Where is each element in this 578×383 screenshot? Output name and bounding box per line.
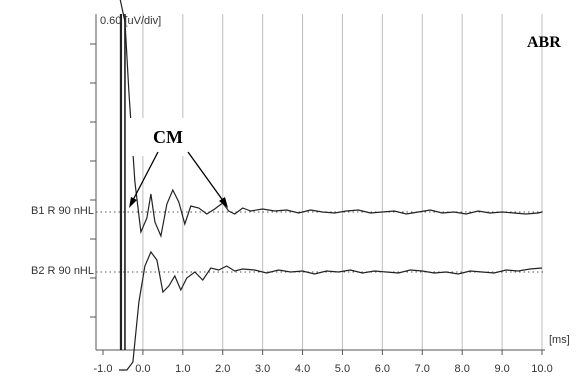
- x-tick-label: -1.0: [94, 363, 113, 375]
- cm-label-background: [130, 118, 205, 156]
- cm-arrow-left: [131, 151, 159, 203]
- y-axis-ticks: [90, 43, 96, 318]
- cm-arrowhead-right: [219, 197, 228, 208]
- trace-b1: [119, 0, 543, 239]
- x-tick-label: 9.0: [494, 363, 509, 375]
- chart-title: ABR: [527, 34, 561, 51]
- series-label-b1: B1 R 90 nHL: [31, 205, 94, 217]
- cm-arrowhead-left: [129, 197, 137, 208]
- x-tick-label: 8.0: [455, 363, 470, 375]
- x-tick-label: 2.0: [215, 363, 230, 375]
- x-unit-label: [ms]: [549, 334, 570, 346]
- x-tick-label: 6.0: [375, 363, 390, 375]
- series-label-b2: B2 R 90 nHL: [31, 265, 94, 277]
- cm-annotation: CM: [153, 127, 183, 147]
- x-tick-label: 4.0: [295, 363, 310, 375]
- x-tick-label: 5.0: [335, 363, 350, 375]
- x-tick-label: 7.0: [415, 363, 430, 375]
- x-tick-label: 1.0: [175, 363, 190, 375]
- x-tick-label: 3.0: [255, 363, 270, 375]
- trace-b2: [119, 250, 543, 371]
- series-group: [119, 0, 543, 371]
- baselines: [96, 211, 545, 273]
- grid-lines: [142, 14, 543, 350]
- x-axis-ticks: -1.0 0.0 1.0 2.0 3.0 4.0 5.0 6.0 7.0 8.0 9.0 10.0: [94, 350, 553, 375]
- x-tick-label: 0.0: [135, 363, 150, 375]
- x-tick-label: 10.0: [531, 363, 552, 375]
- scale-label: 0.60 [uV/div]: [100, 15, 161, 27]
- cm-arrow-right: [187, 151, 225, 203]
